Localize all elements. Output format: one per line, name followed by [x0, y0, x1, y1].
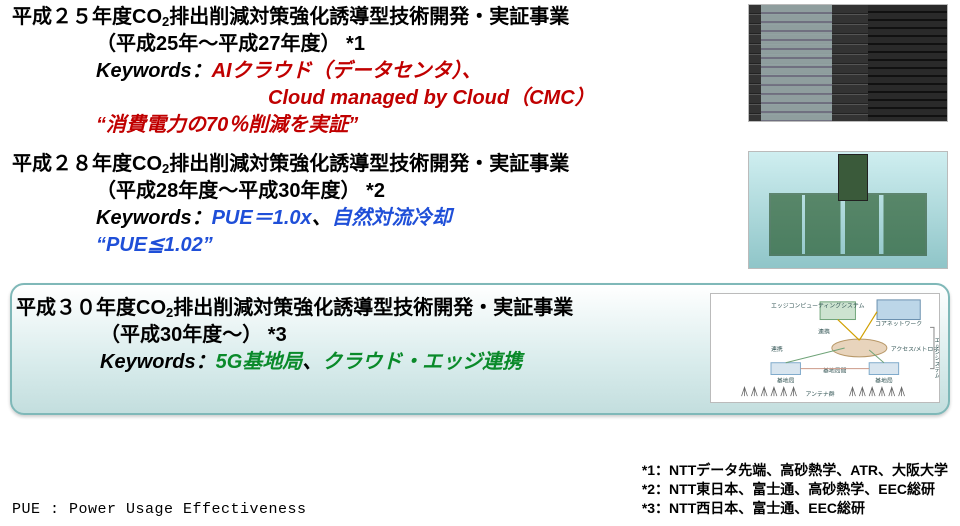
keywords-label: Keywords： [96, 60, 212, 82]
diagram-label-bs: 基地局 [777, 376, 795, 384]
title-suffix: 排出削減対策強化誘導型技術開発・実証事業 [169, 153, 569, 175]
project-text-h28: 平成２８年度CO2排出削減対策強化誘導型技術開発・実証事業 （平成28年度～平成… [12, 151, 736, 259]
title-suffix: 排出削減対策強化誘導型技術開発・実証事業 [173, 297, 573, 319]
keyword-sep: 、 [312, 207, 332, 229]
project-keywords-line2: Cloud managed by Cloud（CMC） [12, 85, 736, 112]
keyword-sep: 、 [302, 351, 322, 373]
diagram-label-link: 連携 [818, 327, 830, 335]
diagram-label-edge-system: エッジシステム [933, 337, 939, 379]
keywords-label: Keywords： [100, 351, 216, 373]
keyword-text: 自然対流冷却 [332, 207, 452, 229]
diagram-label-core: コアネットワーク [875, 320, 922, 327]
footnote-2: *2：NTT東日本、富士通、高砂熱学、EEC総研 [642, 480, 948, 499]
title-suffix: 排出削減対策強化誘導型技術開発・実証事業 [169, 6, 569, 28]
project-title: 平成２５年度CO2排出削減対策強化誘導型技術開発・実証事業 [12, 4, 736, 31]
diagram-label-antenna: アンテナ群 [806, 390, 835, 398]
keyword-text: AIクラウド（データセンタ）、 [212, 60, 482, 82]
project-period: （平成25年～平成27年度） *1 [12, 31, 736, 58]
project-image-h30: コアネットワーク エッジコンピューティングシステム アクセス/メトロネットワーク… [710, 293, 940, 403]
footnote-1: *1：NTTデータ先端、高砂熱学、ATR、大阪大学 [642, 461, 948, 480]
diagram-label-inter-bs: 基地局間 [823, 367, 847, 375]
footer: PUE : Power Usage Effectiveness *1：NTTデー… [12, 461, 948, 518]
network-diagram: コアネットワーク エッジコンピューティングシステム アクセス/メトロネットワーク… [710, 293, 940, 403]
title-prefix: 平成３０年度CO [16, 297, 166, 319]
project-result: “PUE≦1.02” [12, 232, 736, 259]
title-prefix: 平成２８年度CO [12, 153, 162, 175]
co2-subscript: 2 [162, 160, 169, 178]
footer-pue-definition: PUE : Power Usage Effectiveness [12, 501, 307, 518]
keywords-label: Keywords： [96, 207, 212, 229]
keyword-text: クラウド・エッジ連携 [322, 351, 522, 373]
keyword-text: PUE＝1.0x [212, 207, 312, 229]
footer-footnotes: *1：NTTデータ先端、高砂熱学、ATR、大阪大学 *2：NTT東日本、富士通、… [642, 461, 948, 518]
immersion-cooling-photo [748, 151, 948, 269]
server-rack-photo [748, 4, 948, 122]
project-section-h30-highlighted: 平成３０年度CO2排出削減対策強化誘導型技術開発・実証事業 （平成30年度～） … [10, 283, 950, 415]
diagram-label-bs: 基地局 [875, 376, 893, 384]
project-keywords: Keywords：5G基地局、クラウド・エッジ連携 [16, 349, 700, 376]
project-title: 平成２８年度CO2排出削減対策強化誘導型技術開発・実証事業 [12, 151, 736, 178]
title-prefix: 平成２５年度CO [12, 6, 162, 28]
project-result: “消費電力の70％削減を実証” [12, 112, 736, 139]
co2-subscript: 2 [162, 13, 169, 31]
project-section-h25: 平成２５年度CO2排出削減対策強化誘導型技術開発・実証事業 （平成25年～平成2… [0, 0, 960, 147]
diagram-label-link: 連携 [771, 345, 783, 353]
diagram-label-access: アクセス/メトロネットワーク [891, 346, 939, 353]
project-image-h28 [748, 151, 948, 269]
co2-subscript: 2 [166, 304, 173, 322]
project-image-h25 [748, 4, 948, 122]
keyword-text: Cloud managed by Cloud（CMC） [268, 87, 595, 109]
diagram-label-edge-computing: エッジコンピューティングシステム [771, 302, 865, 310]
project-period: （平成30年度～） *3 [16, 322, 700, 349]
project-period: （平成28年度～平成30年度） *2 [12, 178, 736, 205]
project-text-h30: 平成３０年度CO2排出削減対策強化誘導型技術開発・実証事業 （平成30年度～） … [16, 293, 700, 376]
project-section-h28: 平成２８年度CO2排出削減対策強化誘導型技術開発・実証事業 （平成28年度～平成… [0, 147, 960, 277]
project-text-h25: 平成２５年度CO2排出削減対策強化誘導型技術開発・実証事業 （平成25年～平成2… [12, 4, 736, 139]
project-keywords: Keywords：AIクラウド（データセンタ）、 [12, 58, 736, 85]
project-title: 平成３０年度CO2排出削減対策強化誘導型技術開発・実証事業 [16, 295, 700, 322]
keyword-text: 5G基地局 [216, 351, 303, 373]
footnote-3: *3：NTT西日本、富士通、EEC総研 [642, 499, 948, 518]
project-keywords: Keywords：PUE＝1.0x、自然対流冷却 [12, 205, 736, 232]
